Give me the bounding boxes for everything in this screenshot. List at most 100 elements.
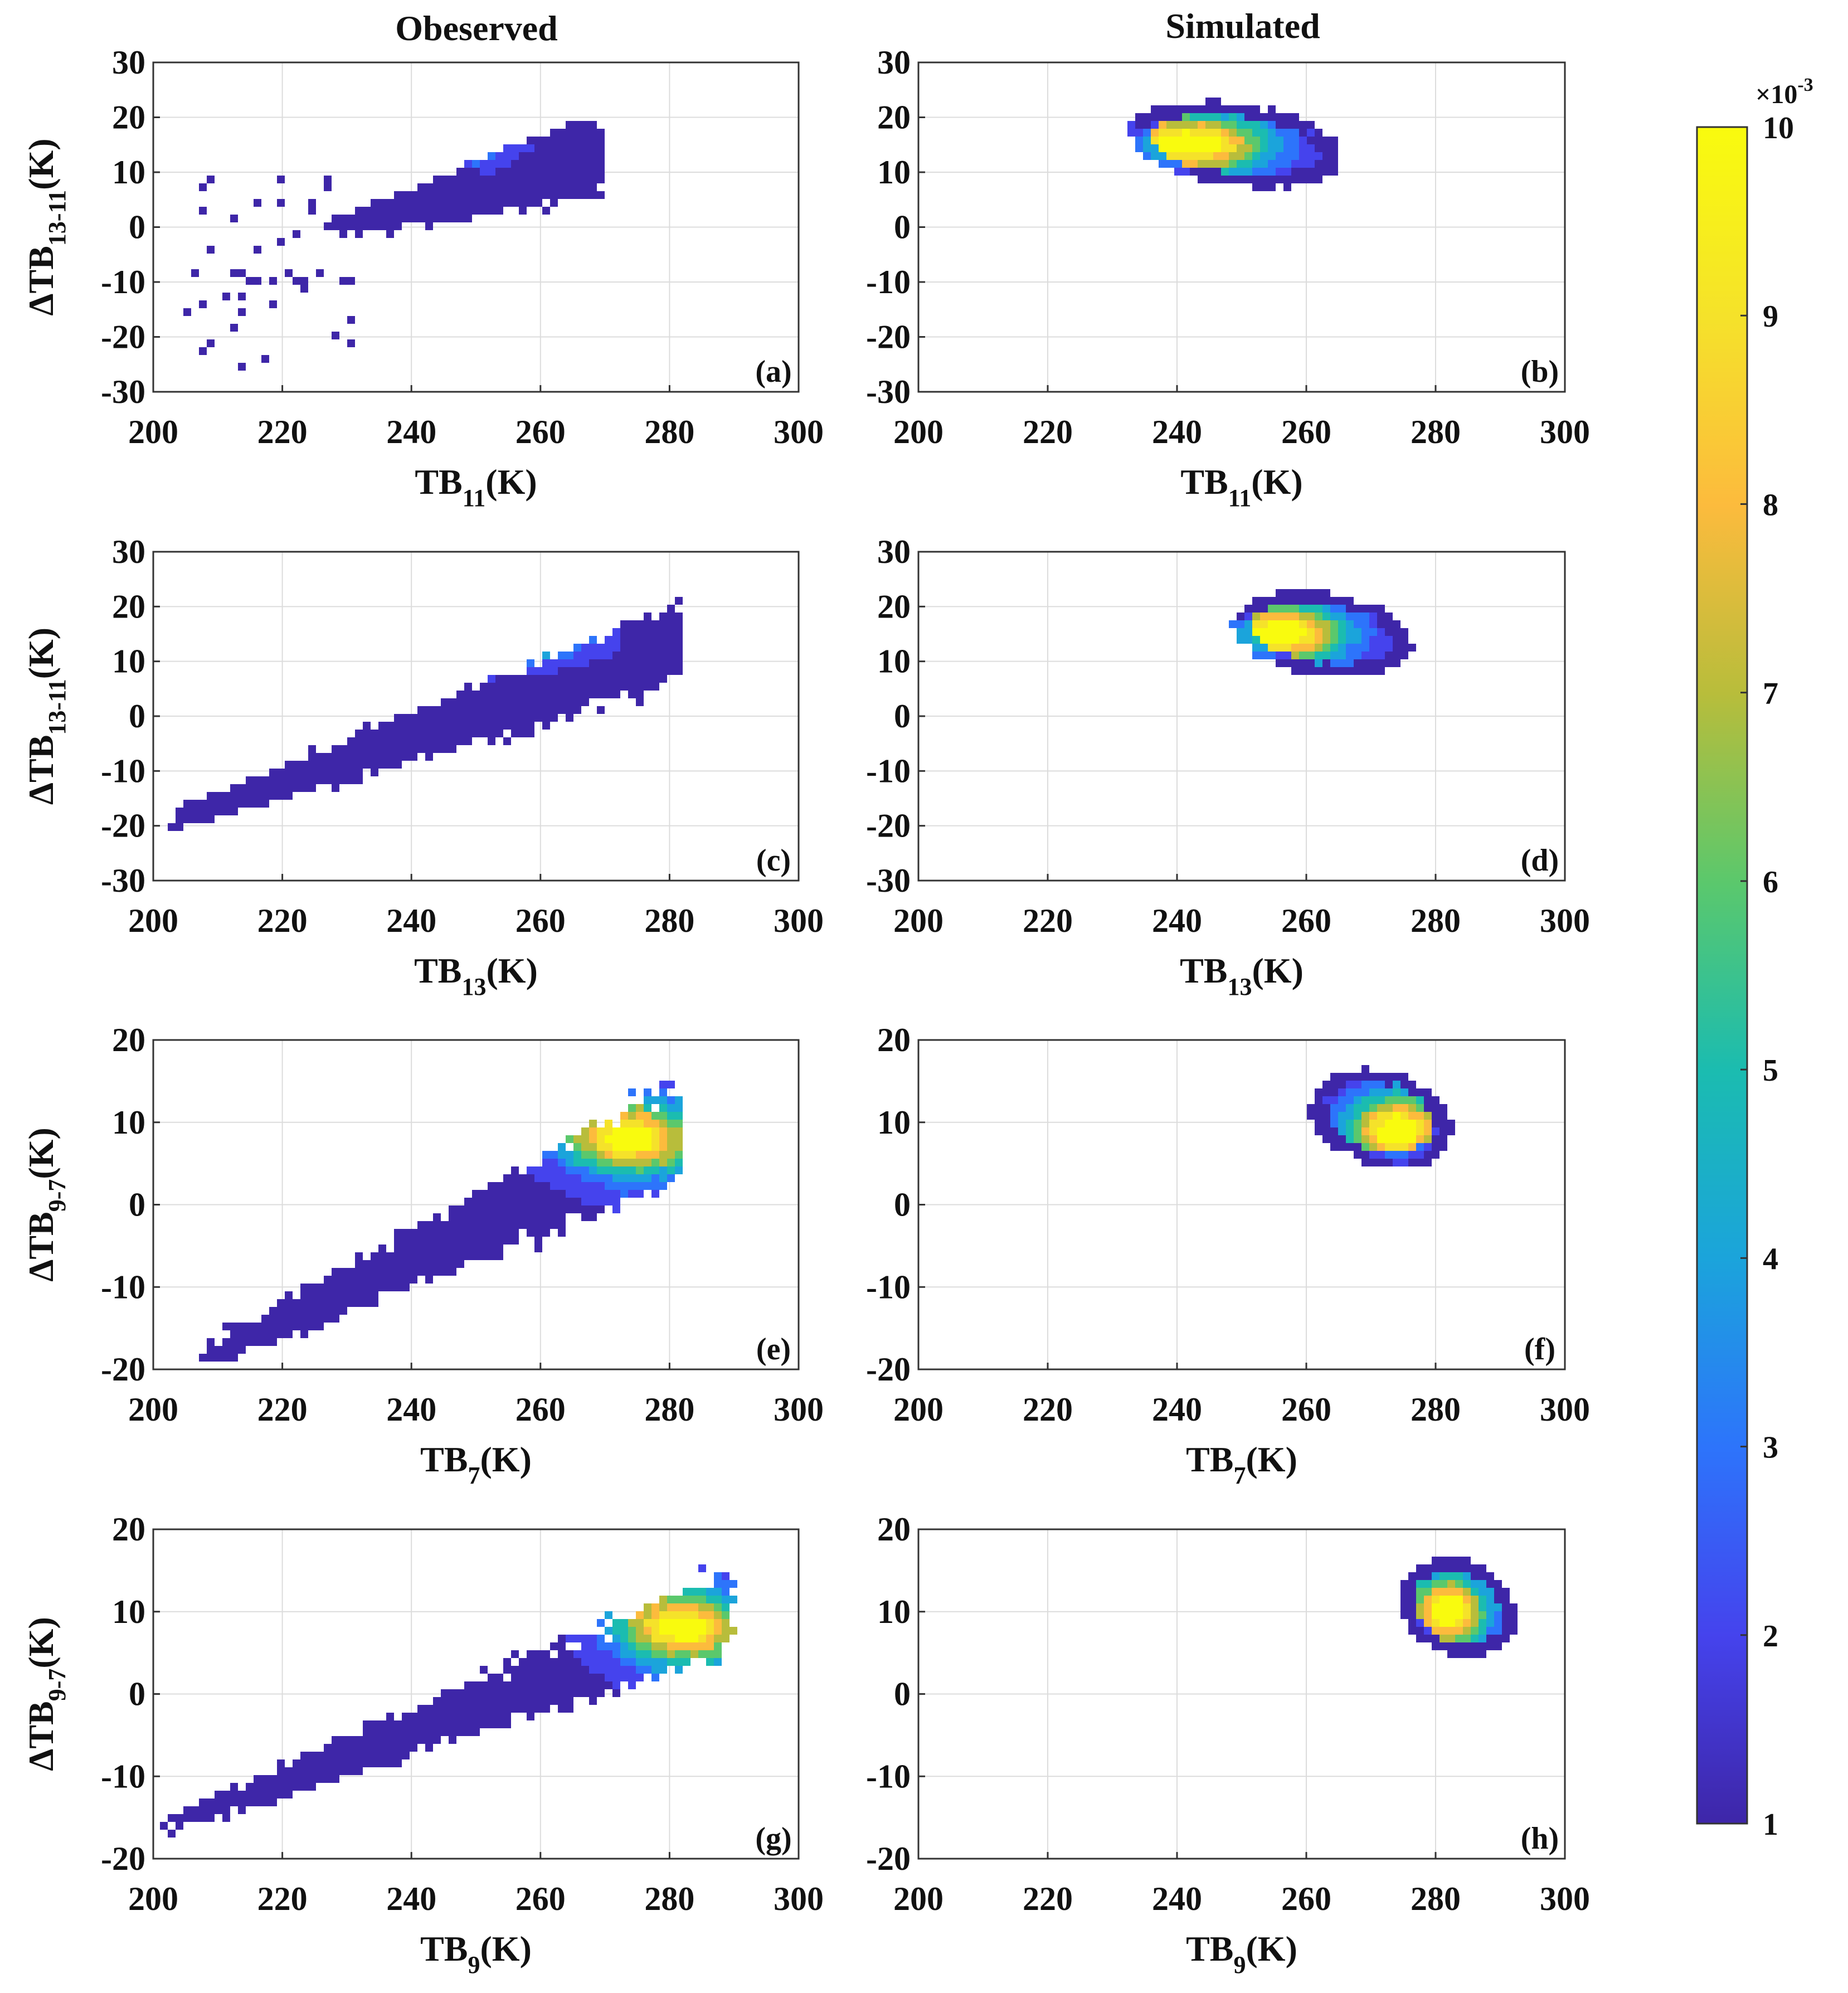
density-cell bbox=[495, 1213, 503, 1221]
density-cell bbox=[1213, 160, 1221, 168]
density-cell bbox=[1385, 628, 1393, 636]
density-cell bbox=[1424, 1619, 1432, 1627]
density-cell bbox=[1229, 176, 1237, 183]
density-cell bbox=[651, 636, 659, 644]
density-cell bbox=[1455, 1588, 1463, 1596]
density-cell bbox=[1244, 628, 1252, 636]
density-cell bbox=[1463, 1588, 1471, 1596]
density-cell bbox=[1283, 113, 1291, 121]
density-cell bbox=[495, 698, 503, 706]
density-cell bbox=[363, 222, 371, 230]
density-cell bbox=[402, 737, 410, 745]
density-cell bbox=[425, 1245, 433, 1252]
density-cell bbox=[324, 1276, 332, 1284]
density-cell bbox=[332, 1276, 339, 1284]
density-cell bbox=[519, 1198, 527, 1205]
density-cell bbox=[667, 1611, 675, 1619]
density-cell bbox=[503, 698, 511, 706]
density-cell bbox=[1237, 636, 1244, 644]
density-cell bbox=[1299, 628, 1307, 636]
density-cell bbox=[644, 1159, 651, 1166]
density-cell bbox=[246, 1330, 254, 1338]
density-cell bbox=[527, 1198, 534, 1205]
density-cell bbox=[542, 1658, 550, 1666]
density-cell bbox=[581, 1127, 589, 1135]
y-axis-label: ΔTB13-11(K) bbox=[21, 138, 71, 315]
density-cell bbox=[1237, 168, 1244, 176]
density-cell bbox=[449, 1268, 456, 1276]
density-cell bbox=[1338, 1143, 1346, 1151]
density-cell bbox=[254, 1338, 261, 1346]
density-cell bbox=[410, 1237, 417, 1245]
density-cell bbox=[519, 191, 527, 199]
x-tick-label: 280 bbox=[644, 414, 694, 450]
density-cell bbox=[659, 1088, 667, 1096]
density-cell bbox=[433, 730, 441, 737]
density-cell bbox=[620, 659, 628, 667]
density-cell bbox=[1369, 636, 1377, 644]
density-cell bbox=[488, 730, 495, 737]
density-cell bbox=[215, 808, 222, 815]
density-cell bbox=[503, 191, 511, 199]
y-tick-label: -10 bbox=[866, 1758, 911, 1795]
density-cell bbox=[269, 1783, 277, 1791]
density-cell bbox=[480, 722, 488, 730]
density-cell bbox=[230, 1798, 238, 1806]
density-cell bbox=[449, 745, 456, 753]
density-cell bbox=[254, 1323, 261, 1330]
density-cell bbox=[386, 722, 394, 730]
density-cell bbox=[558, 1205, 566, 1213]
density-cell bbox=[558, 1674, 566, 1681]
density-cell bbox=[659, 1619, 667, 1627]
density-cell bbox=[1244, 129, 1252, 137]
density-cell bbox=[1174, 168, 1182, 176]
density-cell bbox=[558, 1650, 566, 1658]
density-cell bbox=[464, 176, 472, 183]
density-cell bbox=[488, 1697, 495, 1705]
density-cell bbox=[620, 1658, 628, 1666]
density-cell bbox=[573, 1681, 581, 1689]
colorbar-tick-label: 6 bbox=[1763, 865, 1778, 900]
density-cell bbox=[620, 1635, 628, 1642]
density-cell bbox=[534, 683, 542, 691]
density-cell bbox=[1424, 1611, 1432, 1619]
density-cell bbox=[308, 784, 316, 792]
density-cell bbox=[1416, 1588, 1424, 1596]
density-cell bbox=[1440, 1127, 1447, 1135]
density-cell bbox=[659, 1635, 667, 1642]
density-cell bbox=[1494, 1588, 1502, 1596]
density-cell bbox=[558, 1213, 566, 1221]
density-cell bbox=[1369, 613, 1377, 620]
density-cell bbox=[534, 706, 542, 714]
density-cell bbox=[1260, 628, 1268, 636]
density-cell bbox=[316, 1299, 324, 1307]
density-cell bbox=[1400, 1143, 1408, 1151]
density-cell bbox=[636, 675, 644, 683]
density-cell bbox=[519, 1221, 527, 1229]
density-cell bbox=[1283, 628, 1291, 636]
density-cell bbox=[316, 1284, 324, 1291]
density-cell bbox=[1455, 1627, 1463, 1635]
density-cell bbox=[589, 1666, 597, 1674]
density-cell bbox=[1322, 168, 1330, 176]
density-cell bbox=[1315, 137, 1322, 144]
density-cell bbox=[1400, 628, 1408, 636]
density-cell bbox=[573, 121, 581, 129]
density-cell bbox=[519, 1213, 527, 1221]
y-tick-label: 20 bbox=[112, 588, 145, 625]
density-cell bbox=[714, 1635, 722, 1642]
density-cell bbox=[550, 683, 558, 691]
density-cell bbox=[519, 144, 527, 152]
density-cell bbox=[1213, 168, 1221, 176]
density-cell bbox=[1416, 1120, 1424, 1127]
density-cell bbox=[308, 1323, 316, 1330]
density-cell bbox=[628, 644, 636, 652]
density-cell bbox=[605, 1666, 612, 1674]
density-cell bbox=[651, 1096, 659, 1104]
density-cell bbox=[589, 1642, 597, 1650]
density-cell bbox=[542, 191, 550, 199]
density-cell bbox=[1486, 1619, 1494, 1627]
density-cell bbox=[417, 714, 425, 722]
density-cell bbox=[378, 1268, 386, 1276]
density-cell bbox=[1432, 1603, 1440, 1611]
